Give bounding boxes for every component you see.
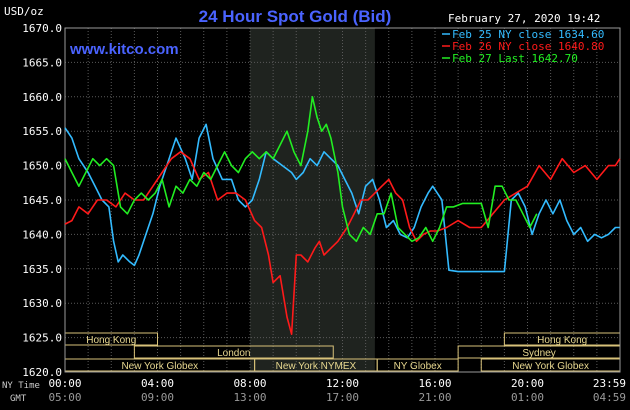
trading-sessions-layer: Hong Kong London New York Globex New York N… (64, 332, 621, 372)
session-label: Hong Kong (537, 335, 587, 346)
x-tick-label-ny: 20:00 (511, 377, 544, 390)
y-unit-label: USD/oz (4, 5, 44, 18)
x-tick-label-gmt: 17:00 (326, 391, 359, 404)
chart-title: 24 Hour Spot Gold (Bid) (199, 7, 392, 26)
y-tick-label: 1660.0 (22, 91, 62, 104)
y-tick-label: 1650.0 (22, 160, 62, 173)
y-tick-label: 1630.0 (22, 297, 62, 310)
x-tick-label-ny: 16:00 (418, 377, 451, 390)
x-tick-label-gmt: 09:00 (141, 391, 174, 404)
y-tick-label: 1620.0 (22, 366, 62, 379)
session-box (133, 345, 334, 359)
x-tick-label-ny: 23:59 (593, 377, 626, 390)
legend-entry: Feb 27 Last 1642.70 (452, 52, 578, 65)
y-tick-label: 1655.0 (22, 125, 62, 138)
x-tick-label-ny: 04:00 (141, 377, 174, 390)
watermark: www.kitco.com (69, 41, 179, 58)
session-label: Sydney (522, 348, 555, 359)
legend-entry: Feb 25 NY close 1634.60 (452, 28, 604, 41)
x-tick-label-gmt: 13:00 (233, 391, 266, 404)
legend-entry: Feb 26 NY close 1640.80 (452, 40, 604, 53)
session-label: New York Globex (512, 361, 589, 372)
x-tick-label-ny: 00:00 (48, 377, 81, 390)
y-tick-label: 1640.0 (22, 228, 62, 241)
session-label: Hong Kong (86, 335, 136, 346)
y-tick-label: 1645.0 (22, 194, 62, 207)
session-label: New York Globex (121, 361, 198, 372)
session-label: New York NYMEX (276, 361, 357, 372)
x-tick-label-gmt: 04:59 (593, 391, 626, 404)
series-line-feb-26 (64, 151, 621, 336)
series-line-feb-25 (64, 123, 620, 273)
series-line-feb-27 (64, 96, 538, 243)
plot-frame (64, 27, 621, 373)
session-label: NY Globex (394, 361, 442, 372)
x-tick-label-gmt: 21:00 (418, 391, 451, 404)
x-tick-label-ny: 08:00 (233, 377, 266, 390)
x-tick-label-gmt: 05:00 (48, 391, 81, 404)
axis-layer: 1620.0 1625.0 1630.0 1635.0 1640.0 1645.0 1650… (22, 22, 626, 404)
x-tick-label-ny: 12:00 (326, 377, 359, 390)
x-label-gmt: GMT (10, 394, 27, 404)
x-label-ny: NY Time (2, 381, 40, 391)
session-box (376, 358, 459, 372)
grid-layer (65, 27, 620, 373)
y-tick-label: 1635.0 (22, 263, 62, 276)
x-tick-label-gmt: 01:00 (511, 391, 544, 404)
y-tick-label: 1665.0 (22, 56, 62, 69)
y-tick-label: 1625.0 (22, 332, 62, 345)
chart-timestamp: February 27, 2020 19:42 (448, 12, 600, 25)
y-tick-label: 1670.0 (22, 22, 62, 35)
session-label: London (217, 348, 250, 359)
series-layer (64, 96, 621, 336)
